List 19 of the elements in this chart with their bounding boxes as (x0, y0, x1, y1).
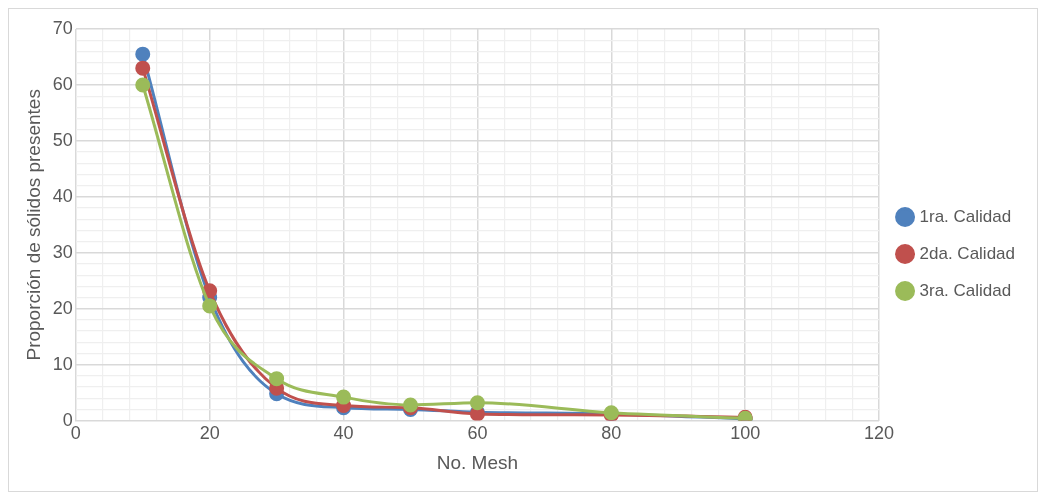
y-tick-label: 10 (52, 353, 73, 374)
legend-label: 2da. Calidad (919, 243, 1016, 263)
legend-label: 1ra. Calidad (919, 206, 1012, 226)
y-tick-label: 20 (52, 297, 73, 318)
y-tick-label: 40 (52, 185, 73, 206)
x-axis-title: No. Mesh (436, 451, 519, 473)
y-axis-title: Proporción de sólidos presentes (22, 89, 44, 361)
x-tick-label: 60 (467, 423, 488, 444)
y-tick-label: 70 (52, 17, 73, 38)
x-tick-label: 120 (864, 423, 895, 444)
y-tick-label: 50 (52, 129, 73, 150)
x-tick-label: 20 (199, 423, 220, 444)
y-tick-label: 0 (62, 409, 73, 430)
legend-label: 3ra. Calidad (919, 280, 1012, 300)
x-tick-label: 100 (730, 423, 761, 444)
y-tick-label: 30 (52, 241, 73, 262)
y-tick-label: 60 (52, 73, 73, 94)
x-tick-label: 40 (333, 423, 354, 444)
x-tick-label: 80 (601, 423, 622, 444)
